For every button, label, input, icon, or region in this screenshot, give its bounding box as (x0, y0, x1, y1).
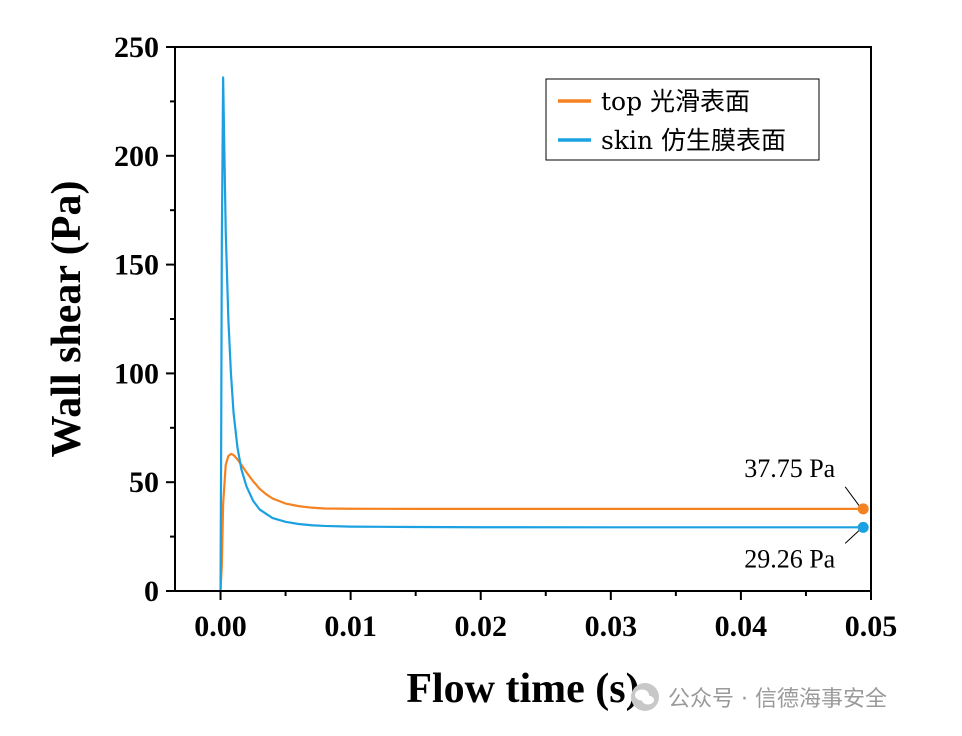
wechat-logo-icon (631, 683, 659, 711)
annotation-label: 29.26 Pa (744, 544, 835, 573)
legend-box (545, 78, 820, 161)
annotation-leader (844, 529, 860, 544)
y-tick-label: 0 (144, 575, 159, 608)
y-tick-label: 150 (114, 249, 159, 282)
annotation-label: 37.75 Pa (744, 454, 835, 483)
x-tick-label: 0.05 (845, 610, 898, 643)
annotation-leader (844, 486, 860, 507)
y-tick-label: 100 (114, 357, 159, 390)
x-tick-label: 0.01 (324, 610, 377, 643)
x-tick-label: 0.02 (454, 610, 507, 643)
y-tick-label: 250 (114, 31, 159, 64)
x-axis-title: Flow time (s) (406, 666, 639, 712)
legend-label: skin 仿生膜表面 (601, 126, 786, 155)
y-tick-label: 200 (114, 140, 159, 173)
watermark: 公众号 · 信德海事安全 (630, 680, 950, 714)
legend-label: top 光滑表面 (601, 87, 750, 116)
watermark-text: 公众号 · 信德海事安全 (668, 687, 887, 712)
x-tick-label: 0.00 (194, 610, 247, 643)
series-end-point (857, 521, 869, 533)
series-line-1 (219, 76, 864, 592)
series-end-point (857, 503, 869, 515)
y-tick-label: 50 (129, 466, 159, 499)
series-line-0 (219, 452, 864, 592)
x-tick-label: 0.04 (715, 610, 768, 643)
x-tick-label: 0.03 (585, 610, 638, 643)
y-axis-title: Wall shear (Pa) (44, 181, 90, 458)
